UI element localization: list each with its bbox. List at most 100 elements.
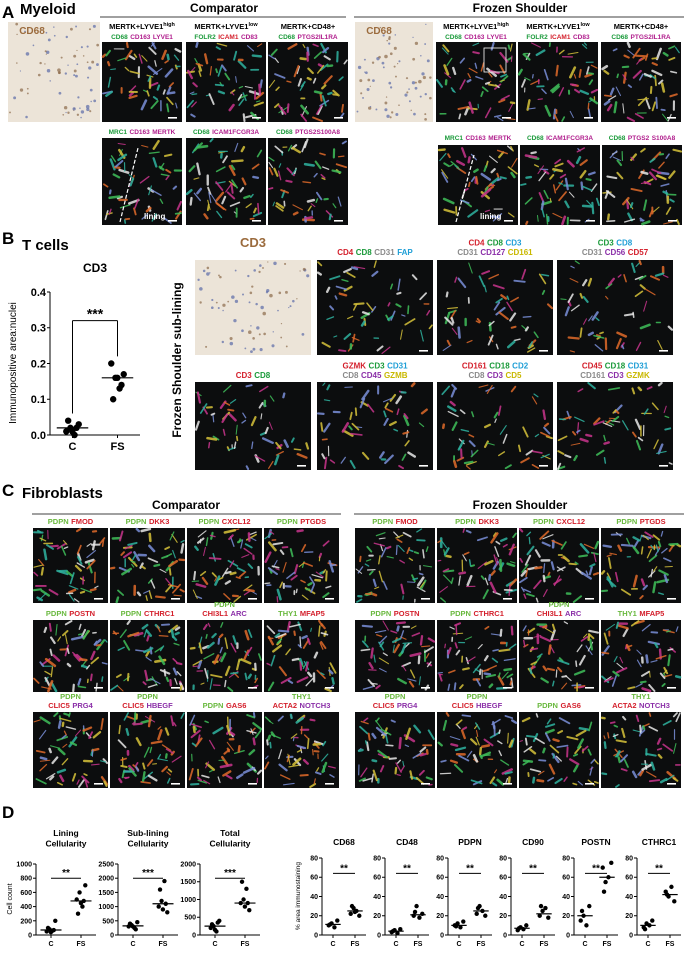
cell [362,96,364,99]
stain-fiber [641,687,652,693]
stain-fiber [244,672,248,681]
stain-fiber [296,744,307,750]
stain-fiber [577,388,584,393]
stain-fiber [237,744,241,753]
stain-fiber [373,654,376,663]
stain-fiber [300,579,306,584]
stain-fiber [506,295,510,301]
stain-fiber [352,333,356,343]
cell [9,111,11,114]
stain-label: CD31 CD56 CD57 [582,248,649,257]
stain-fiber [511,719,518,724]
stain-fiber [360,320,366,327]
stain-fiber [90,763,100,766]
stain-fiber [259,79,263,89]
stain-token: PDPN [60,692,81,701]
stain-fiber [118,530,124,542]
scale-bar [503,783,512,785]
stain-fiber [340,456,346,464]
stain-fiber [77,678,82,686]
data-point [578,918,583,923]
stain-token: CD8 [254,371,271,380]
stain-fiber [119,204,131,209]
stain-fiber [541,88,547,95]
stain-fiber [371,732,377,740]
stain-fiber [493,411,499,419]
stain-fiber [48,544,59,548]
stain-fiber [475,75,484,80]
stain-fiber [439,152,447,162]
stain-fiber [498,729,501,734]
stain-fiber [350,266,359,271]
stain-fiber [229,560,235,568]
stain-fiber [379,641,385,648]
stain-fiber [510,171,516,179]
stain-fiber [655,654,667,660]
stain-fiber [395,534,404,539]
stain-fiber [69,741,78,747]
stain-fiber [495,540,501,545]
stain-fiber [652,581,657,594]
cell [64,72,68,75]
cell [221,340,225,344]
stain-fiber [228,164,236,177]
cell [388,81,392,85]
stain-label: PDPN DKK3 [455,517,499,526]
stain-fiber [50,681,58,693]
stain-fiber [421,645,431,648]
stain-fiber [339,112,345,119]
stain-fiber [312,116,323,122]
stain-fiber [535,597,539,603]
stain-fiber [531,450,543,454]
stain-fiber [240,539,244,549]
stain-fiber [641,623,651,632]
stain-fiber [223,748,231,755]
y-tick-label: 60 [436,875,444,882]
cell [284,262,287,265]
stain-fiber [523,588,532,593]
stain-fiber [176,671,182,677]
stain-fiber [67,588,77,594]
stain-fiber [400,643,407,654]
stain-fiber [71,772,77,782]
stain-fiber [135,527,141,533]
stain-fiber [302,758,309,765]
x-tick-label: FS [159,941,168,948]
stain-fiber [264,761,270,770]
stain-fiber [299,636,302,647]
stain-fiber [603,632,609,645]
cell [199,301,202,304]
stain-fiber [221,413,229,424]
cell [75,25,78,28]
stain-fiber [538,273,547,285]
stain-fiber [635,439,642,451]
cell [395,113,399,117]
stain-fiber [602,422,613,428]
stain-fiber [121,567,133,576]
stain-fiber [450,577,454,585]
stain-fiber [575,155,582,165]
stain-fiber [533,393,539,398]
stain-fiber [428,324,433,330]
stain-fiber [240,658,252,665]
stain-fiber [442,568,450,573]
cell [47,38,51,42]
data-point [135,920,140,925]
stain-fiber [389,283,394,290]
stain-label: CD8 CD3 CD5 [468,371,522,380]
stain-fiber [341,422,350,433]
stain-token: CD3 [369,362,386,371]
stain-fiber [615,784,620,788]
stain-fiber [290,733,298,739]
data-point [156,904,161,909]
stain-fiber [229,571,237,576]
stain-fiber [254,729,262,739]
stain-fiber [212,552,217,562]
cell [96,43,100,47]
stain-fiber [650,659,658,663]
stain-fiber [659,672,666,680]
data-point [83,883,88,888]
stain-fiber [197,530,207,538]
stain-fiber [301,544,307,553]
stain-fiber [524,154,538,159]
